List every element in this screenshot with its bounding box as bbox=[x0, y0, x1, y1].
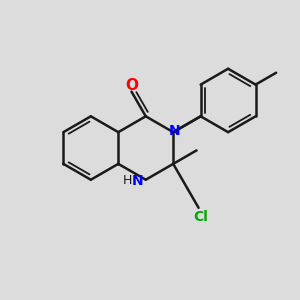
Text: N: N bbox=[132, 174, 144, 188]
Text: Cl: Cl bbox=[193, 210, 208, 224]
Text: N: N bbox=[168, 124, 180, 138]
Text: H: H bbox=[123, 174, 133, 187]
Text: O: O bbox=[125, 78, 138, 93]
